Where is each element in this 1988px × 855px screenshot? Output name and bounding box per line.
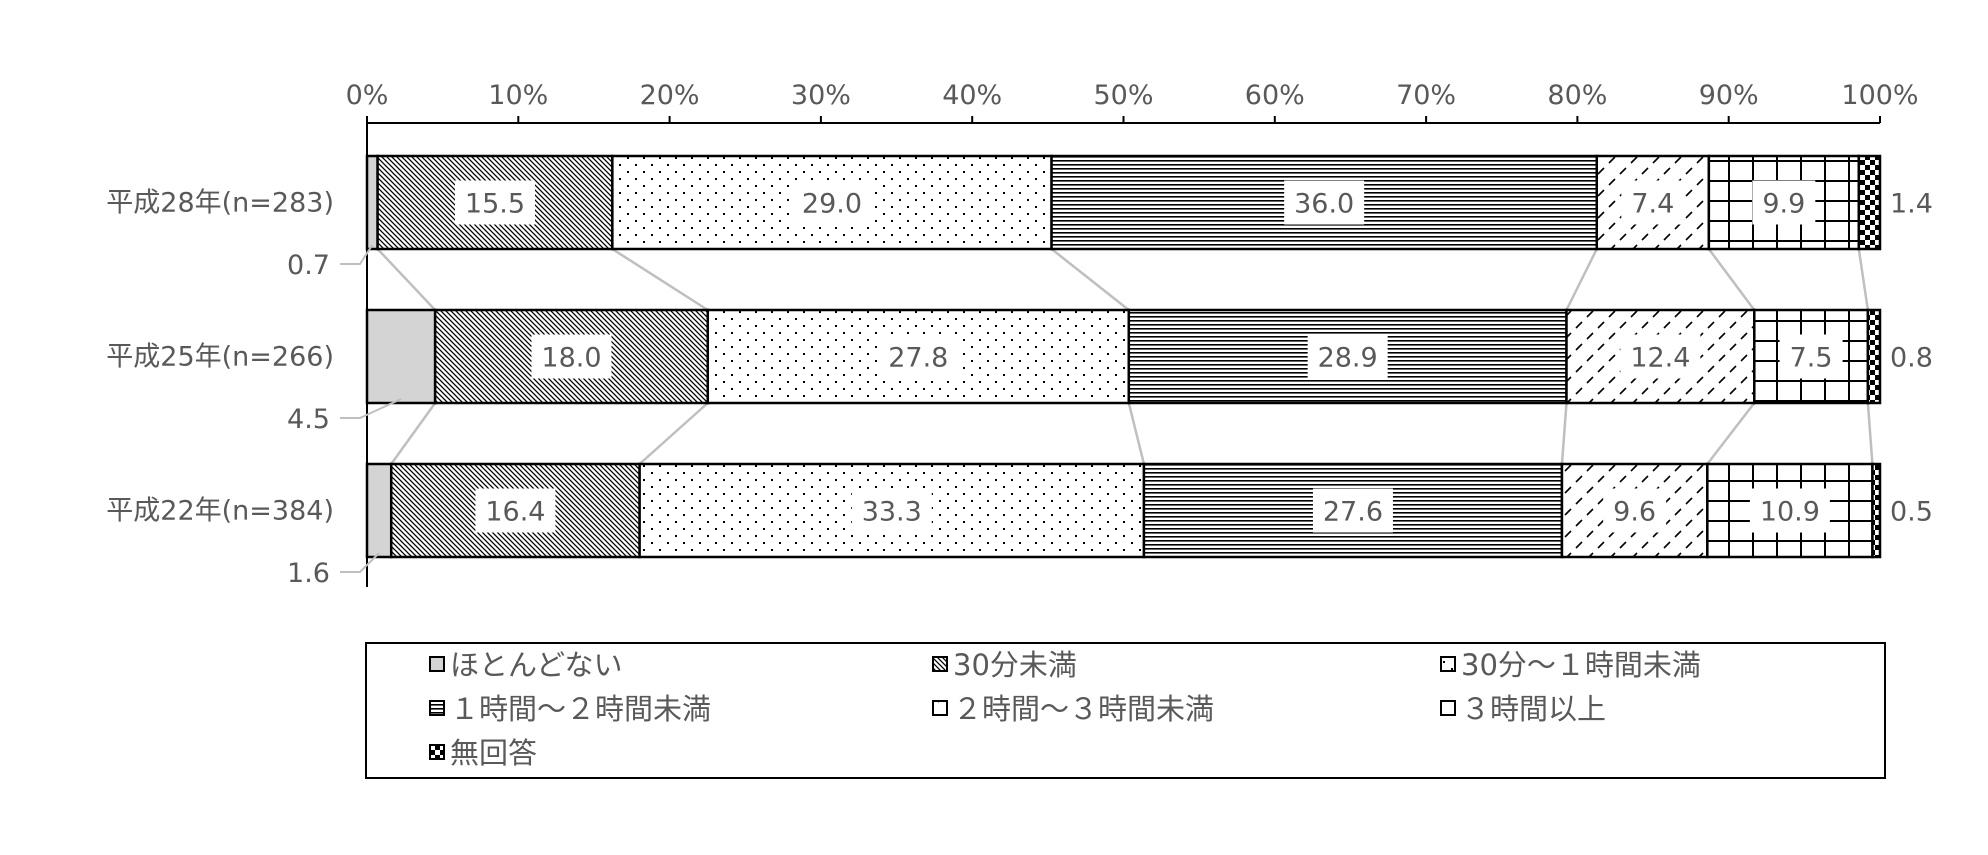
data-label-bg	[1603, 488, 1667, 533]
data-label-bg	[1620, 334, 1701, 379]
data-label-bg	[1284, 180, 1365, 225]
x-tick-label: 40%	[942, 80, 1002, 111]
bar-segment-s7	[1857, 154, 1882, 251]
data-label: 4.5	[287, 404, 330, 435]
data-labels: 平成28年(n=283) 0.7 15.5 29.0 36.0 7.4 9.9 1.4 平成25…	[106, 180, 1933, 589]
series-line	[1565, 248, 1598, 311]
x-tick-label: 100%	[1841, 80, 1918, 111]
legend: ほとんどない 30分未満 30分～１時間未満 １時間～２時間未満 ２時間～３時間未満 ３時…	[365, 642, 1886, 779]
data-label-bg	[1749, 488, 1830, 533]
bar-segment-s1	[365, 308, 437, 405]
x-tick-label: 60%	[1245, 80, 1305, 111]
data-label: 9.6	[1613, 497, 1656, 528]
x-tick-label: 30%	[791, 80, 851, 111]
legend-swatch	[429, 744, 445, 760]
data-label: 36.0	[1294, 189, 1354, 220]
data-label: 10.9	[1760, 497, 1820, 528]
bar-segment-s1	[365, 462, 393, 559]
data-label-bg	[1779, 334, 1843, 379]
bar-segment-s1	[365, 154, 379, 251]
series-lines	[376, 247, 1874, 465]
series-line	[376, 248, 437, 311]
data-label-bg	[1307, 334, 1388, 379]
legend-swatch	[1440, 700, 1456, 716]
data-label-bg	[791, 180, 872, 225]
legend-swatch	[429, 700, 445, 716]
data-label: 15.5	[465, 189, 525, 220]
data-label: 27.6	[1323, 497, 1383, 528]
data-label: 1.6	[287, 558, 330, 589]
legend-label: ２時間～３時間未満	[953, 692, 1214, 726]
bar-segment-s7	[1866, 308, 1882, 405]
legend-label: 30分未満	[953, 648, 1077, 682]
legend-label: 30分～１時間未満	[1461, 648, 1701, 682]
series-line	[1707, 248, 1756, 311]
category-label: 平成25年(n=266)	[106, 342, 334, 373]
x-axis: 0% 10% 20% 30% 40% 50% 60% 70% 80% 90% 100%	[346, 80, 1919, 587]
legend-label: 無回答	[450, 736, 537, 770]
data-label-bg	[1621, 180, 1685, 225]
series-line	[1560, 402, 1568, 465]
series-line	[1706, 402, 1756, 465]
legend-swatch	[932, 656, 948, 672]
x-tick-label: 50%	[1093, 80, 1153, 111]
data-label: 0.8	[1890, 343, 1933, 374]
data-label: 7.4	[1631, 189, 1674, 220]
x-tick-label: 70%	[1396, 80, 1456, 111]
data-label-bg	[878, 334, 959, 379]
leader-line	[340, 244, 374, 265]
leader-line	[340, 398, 402, 419]
x-tick-label: 0%	[346, 80, 389, 111]
category-label: 平成28年(n=283)	[106, 188, 334, 219]
legend-swatch	[429, 656, 445, 672]
series-line	[1866, 402, 1874, 465]
series-line	[638, 402, 709, 465]
x-tick-label: 20%	[640, 80, 700, 111]
x-tick-label: 10%	[488, 80, 548, 111]
legend-label: １時間～２時間未満	[450, 692, 711, 726]
legend-box	[365, 642, 1886, 779]
series-line	[390, 402, 437, 465]
bar-segment-s7	[1871, 462, 1882, 559]
data-label-bg	[475, 488, 556, 533]
series-line	[611, 247, 709, 312]
legend-swatch	[932, 700, 948, 716]
data-label: 18.0	[541, 343, 601, 374]
series-line	[1127, 402, 1146, 465]
data-label: 33.3	[862, 497, 922, 528]
legend-label: ほとんどない	[450, 648, 623, 682]
data-label: 9.9	[1762, 189, 1805, 220]
data-label: 12.4	[1630, 343, 1690, 374]
data-label: 29.0	[802, 189, 862, 220]
data-label-bg	[851, 488, 932, 533]
series-line	[1050, 248, 1130, 311]
legend-swatch	[1440, 656, 1456, 672]
data-label: 0.7	[287, 250, 330, 281]
data-label: 16.4	[485, 497, 545, 528]
data-label: 1.4	[1890, 189, 1933, 220]
leader-line	[340, 552, 380, 573]
legend-label: ３時間以上	[1461, 692, 1606, 726]
bar-segment-s5	[1595, 154, 1711, 251]
data-label: 7.5	[1790, 343, 1833, 374]
data-label: 0.5	[1890, 497, 1933, 528]
data-label: 28.9	[1318, 343, 1378, 374]
category-label: 平成22年(n=384)	[106, 496, 334, 527]
x-tick-label: 90%	[1699, 80, 1759, 111]
series-line	[1857, 248, 1870, 311]
x-tick-label: 80%	[1547, 80, 1607, 111]
data-label-bg	[531, 334, 612, 379]
data-label: 27.8	[888, 343, 948, 374]
data-label-bg	[454, 180, 535, 225]
data-label-bg	[1312, 488, 1393, 533]
data-label-bg	[1752, 180, 1816, 225]
